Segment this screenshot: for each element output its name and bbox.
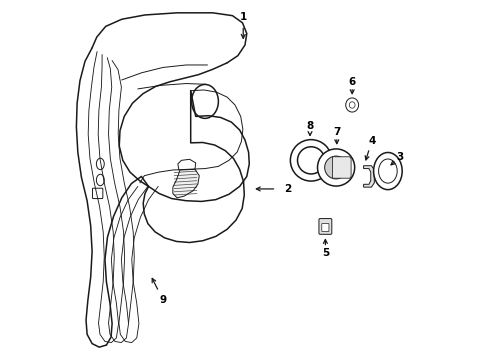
FancyBboxPatch shape [322,224,329,231]
Polygon shape [173,169,199,198]
Circle shape [325,156,347,179]
Text: 7: 7 [333,127,341,137]
Circle shape [297,147,325,174]
Polygon shape [364,166,374,187]
Ellipse shape [97,158,104,170]
Ellipse shape [379,159,397,183]
FancyBboxPatch shape [93,188,103,199]
Ellipse shape [373,153,402,190]
Text: 2: 2 [284,184,292,194]
Ellipse shape [192,85,219,118]
Text: 6: 6 [348,77,356,87]
Ellipse shape [97,174,104,186]
Text: 1: 1 [240,13,247,22]
Text: 5: 5 [322,248,329,258]
Circle shape [318,149,355,186]
Text: 9: 9 [159,295,167,305]
Ellipse shape [349,102,355,108]
Ellipse shape [346,98,359,112]
Text: 4: 4 [368,136,375,146]
FancyBboxPatch shape [319,219,332,234]
Circle shape [291,140,332,181]
Text: 3: 3 [397,152,404,162]
Text: 8: 8 [306,121,314,131]
Polygon shape [333,157,351,178]
